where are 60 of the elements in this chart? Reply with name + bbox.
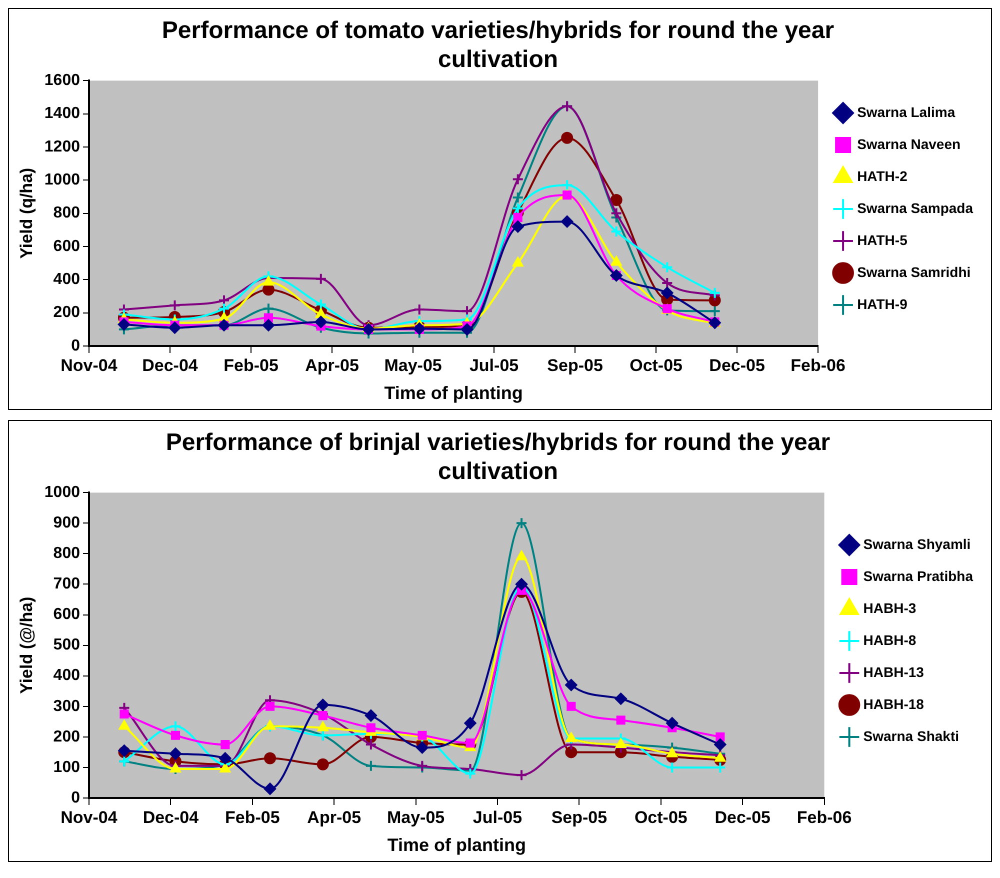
y-tick-label: 0 bbox=[71, 337, 80, 354]
legend-label: HABH-18 bbox=[863, 696, 924, 712]
legend-label: HABH-13 bbox=[863, 664, 924, 680]
y-tick-label: 1200 bbox=[44, 138, 80, 156]
y-tick-label: 300 bbox=[53, 698, 80, 715]
legend-label: HABH-3 bbox=[863, 600, 916, 616]
y-tick-label: 200 bbox=[53, 728, 80, 746]
x-tick-label: Apr-05 bbox=[305, 356, 359, 375]
y-tick-label: 1000 bbox=[44, 484, 80, 502]
y-tick-label: 1000 bbox=[44, 172, 80, 189]
x-tick-label: Jul-05 bbox=[469, 356, 519, 375]
y-tick-label: 600 bbox=[53, 238, 80, 255]
x-tick-label: Oct-05 bbox=[634, 808, 688, 827]
y-axis-title: Yield (@/ha) bbox=[16, 596, 36, 694]
x-tick-label: Dec-04 bbox=[142, 356, 198, 375]
y-axis-title: Yield (q/ha) bbox=[16, 168, 36, 259]
y-tick-label: 1600 bbox=[44, 72, 80, 90]
chart-title: Performance of brinjal varieties/hybrids for round the year cultivation bbox=[166, 429, 830, 485]
x-axis-title: Time of planting bbox=[387, 835, 526, 856]
y-tick-label: 500 bbox=[53, 636, 80, 654]
x-tick-label: May-05 bbox=[384, 356, 442, 375]
x-tick-label: Jul-05 bbox=[472, 808, 522, 827]
y-tick-label: 800 bbox=[53, 204, 80, 222]
legend-label: Swarna Naveen bbox=[857, 136, 961, 152]
x-tick-label: Oct-05 bbox=[630, 356, 683, 375]
y-tick-label: 900 bbox=[53, 514, 80, 532]
x-tick-label: Dec-04 bbox=[142, 808, 200, 827]
y-tick-label: 800 bbox=[53, 545, 80, 562]
y-tick-label: 700 bbox=[53, 576, 80, 593]
x-tick-label: Sep-05 bbox=[551, 808, 608, 827]
x-tick-label: Feb-05 bbox=[224, 356, 278, 375]
x-tick-label: Dec-05 bbox=[709, 356, 765, 375]
x-tick-label: Feb-06 bbox=[790, 356, 846, 375]
x-tick-label: Feb-05 bbox=[224, 808, 280, 827]
legend-label: HATH-5 bbox=[857, 232, 908, 248]
y-tick-label: 1400 bbox=[44, 105, 80, 122]
x-tick-label: Dec-05 bbox=[714, 808, 770, 827]
y-tick-label: 600 bbox=[53, 606, 80, 624]
legend-label: HATH-2 bbox=[857, 168, 908, 184]
y-tick-label: 200 bbox=[53, 304, 80, 322]
x-tick-label: Apr-05 bbox=[307, 808, 362, 827]
x-axis-title: Time of planting bbox=[384, 383, 523, 404]
chart-title: Performance of tomato varieties/hybrids for round the year cultivation bbox=[162, 17, 834, 73]
y-tick-label: 400 bbox=[53, 271, 80, 288]
x-tick-label: Nov-04 bbox=[60, 356, 118, 375]
legend-label: Swarna Lalima bbox=[857, 104, 956, 120]
x-tick-label: Sep-05 bbox=[547, 356, 603, 375]
x-tick-label: Feb-06 bbox=[796, 808, 852, 827]
legend-label: Swarna Sampada bbox=[857, 200, 974, 216]
legend-label: Swarna Shyamli bbox=[863, 536, 971, 552]
y-tick-label: 400 bbox=[53, 667, 80, 684]
legend-label: Swarna Pratibha bbox=[863, 568, 974, 584]
legend-label: HATH-9 bbox=[857, 296, 908, 312]
y-tick-label: 100 bbox=[53, 758, 80, 776]
x-tick-label: Nov-04 bbox=[60, 808, 118, 827]
y-tick-label: 0 bbox=[71, 789, 80, 806]
legend-label: Swarna Samridhi bbox=[857, 264, 971, 280]
legend-label: Swarna Shakti bbox=[863, 728, 959, 744]
legend-label: HABH-8 bbox=[863, 632, 916, 648]
x-tick-label: May-05 bbox=[386, 808, 445, 827]
